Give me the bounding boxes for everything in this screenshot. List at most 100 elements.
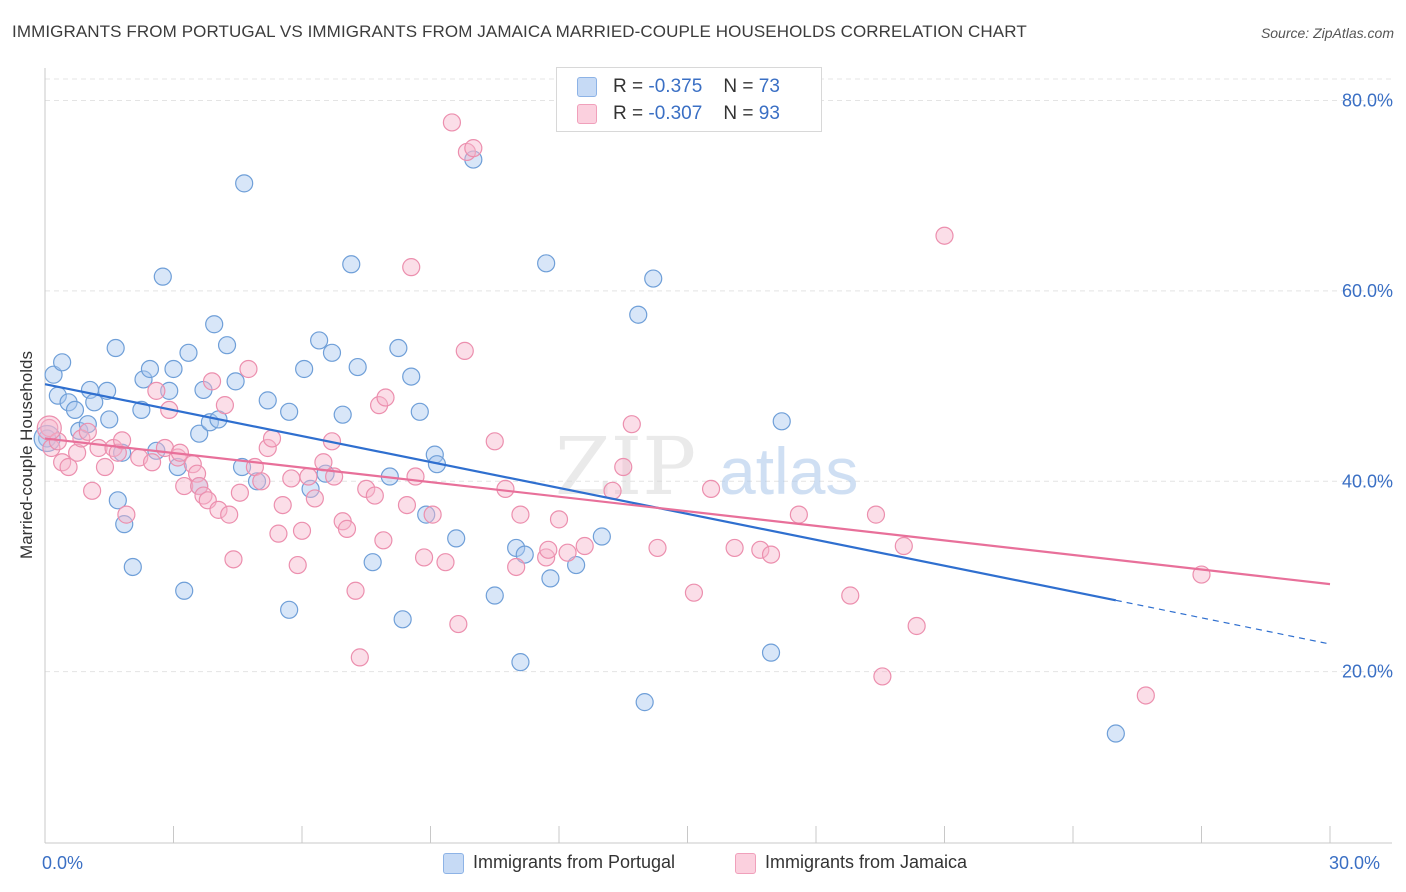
point-jamaica bbox=[894, 536, 913, 556]
point-jamaica bbox=[725, 538, 744, 558]
bottom-legend-swatch-portugal bbox=[443, 853, 464, 874]
point-portugal bbox=[190, 424, 209, 443]
legend-n-label: N = bbox=[723, 76, 754, 97]
point-jamaica bbox=[337, 519, 357, 538]
point-portugal bbox=[485, 586, 504, 605]
bottom-legend: Immigrants from Portugal Immigrants from… bbox=[0, 852, 1406, 878]
point-jamaica bbox=[292, 521, 312, 540]
y-tick-label: 40.0% bbox=[1342, 471, 1393, 491]
point-jamaica bbox=[436, 553, 455, 572]
point-portugal bbox=[761, 643, 781, 662]
y-tick-label: 60.0% bbox=[1342, 281, 1393, 301]
point-portugal bbox=[511, 653, 530, 672]
point-jamaica bbox=[374, 531, 393, 550]
point-jamaica bbox=[215, 396, 234, 415]
point-jamaica bbox=[305, 489, 324, 508]
point-portugal bbox=[175, 581, 194, 600]
point-jamaica bbox=[935, 226, 954, 245]
point-jamaica bbox=[78, 422, 97, 441]
point-portugal bbox=[772, 412, 791, 431]
point-jamaica bbox=[455, 341, 474, 360]
axes bbox=[44, 68, 1392, 844]
point-jamaica bbox=[350, 648, 369, 667]
point-portugal bbox=[140, 359, 160, 379]
y-tick-label: 80.0% bbox=[1342, 91, 1393, 111]
point-jamaica bbox=[449, 614, 468, 634]
point-portugal bbox=[44, 365, 63, 384]
chart-title: IMMIGRANTS FROM PORTUGAL VS IMMIGRANTS F… bbox=[12, 22, 1027, 41]
point-jamaica bbox=[761, 545, 781, 564]
point-jamaica bbox=[507, 557, 526, 577]
point-jamaica bbox=[648, 538, 667, 558]
point-portugal bbox=[132, 400, 151, 420]
point-jamaica bbox=[252, 472, 271, 491]
point-portugal bbox=[1106, 724, 1125, 743]
point-portugal bbox=[635, 693, 654, 712]
point-portugal bbox=[310, 331, 329, 350]
watermark-atlas: atlas bbox=[719, 434, 858, 508]
point-portugal bbox=[59, 393, 78, 412]
point-jamaica bbox=[83, 481, 102, 500]
point-portugal bbox=[134, 370, 153, 389]
point-jamaica bbox=[147, 381, 166, 400]
source-label: Source: ZipAtlas.com bbox=[1260, 25, 1394, 41]
point-jamaica bbox=[224, 550, 243, 569]
point-jamaica bbox=[789, 505, 808, 524]
point-jamaica bbox=[59, 457, 78, 477]
point-portugal bbox=[235, 174, 254, 193]
point-jamaica bbox=[239, 359, 258, 379]
point-portugal bbox=[592, 527, 611, 546]
point-jamaica bbox=[549, 510, 569, 529]
point-jamaica bbox=[68, 443, 87, 462]
point-jamaica bbox=[866, 505, 886, 524]
point-jamaica bbox=[701, 479, 721, 499]
point-portugal bbox=[363, 553, 382, 572]
point-portugal bbox=[217, 336, 237, 355]
point-portugal bbox=[232, 457, 252, 477]
point-jamaica bbox=[175, 476, 194, 496]
point-jamaica bbox=[220, 505, 239, 524]
point-portugal bbox=[100, 410, 119, 429]
point-jamaica bbox=[414, 548, 434, 567]
point-portugal bbox=[179, 343, 198, 362]
point-portugal bbox=[348, 357, 367, 377]
legend-r-label: R = bbox=[613, 103, 644, 124]
point-jamaica bbox=[537, 548, 556, 567]
y-tick-label: 20.0% bbox=[1342, 662, 1393, 682]
point-portugal bbox=[515, 545, 534, 564]
y-axis-label: Married-couple Households bbox=[17, 351, 36, 559]
point-jamaica bbox=[907, 616, 926, 636]
point-jamaica bbox=[402, 258, 421, 277]
point-jamaica bbox=[873, 667, 892, 686]
point-jamaica bbox=[282, 469, 301, 488]
bottom-legend-label-jamaica: Immigrants from Jamaica bbox=[765, 852, 968, 872]
point-jamaica bbox=[1136, 686, 1155, 705]
legend-n-value: 93 bbox=[758, 103, 780, 124]
bottom-legend-label-portugal: Immigrants from Portugal bbox=[473, 852, 676, 872]
legend-swatch-jamaica bbox=[577, 104, 597, 124]
point-jamaica bbox=[190, 476, 209, 496]
point-jamaica bbox=[575, 536, 594, 556]
point-jamaica bbox=[841, 586, 860, 605]
point-portugal bbox=[402, 367, 421, 386]
point-portugal bbox=[65, 400, 85, 420]
point-portugal bbox=[164, 359, 183, 379]
point-jamaica bbox=[539, 540, 558, 559]
point-jamaica bbox=[202, 372, 222, 391]
point-jamaica bbox=[40, 418, 59, 438]
y-tick-labels: 20.0% 40.0% 60.0% 80.0% bbox=[1342, 91, 1393, 682]
point-jamaica bbox=[209, 500, 228, 519]
point-jamaica bbox=[346, 581, 365, 600]
point-portugal bbox=[567, 555, 586, 575]
legend: R = -0.375 N = 73 R = -0.307 N = 93 bbox=[556, 67, 822, 132]
trend-line-jamaica bbox=[44, 437, 1331, 586]
point-jamaica bbox=[262, 429, 282, 448]
point-portugal bbox=[168, 457, 187, 477]
point-jamaica bbox=[142, 453, 162, 472]
point-portugal bbox=[280, 402, 299, 421]
watermark-zip: ZIP bbox=[555, 420, 696, 513]
point-jamaica bbox=[558, 543, 577, 562]
legend-n-label: N = bbox=[723, 103, 754, 124]
point-portugal bbox=[153, 267, 172, 286]
